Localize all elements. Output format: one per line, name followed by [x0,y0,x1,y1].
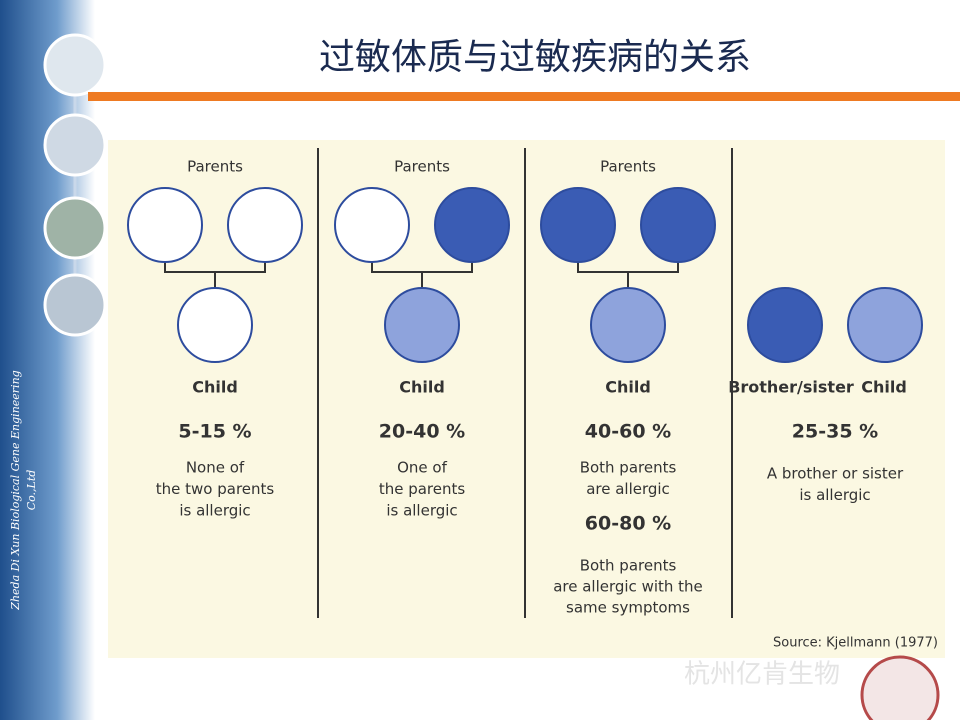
description: A brother or sister [767,465,904,483]
description: Both parents [580,557,677,575]
description: are allergic [586,480,670,498]
connector [164,262,266,288]
logo [860,655,940,724]
sidebar-thumbnails [43,33,107,337]
child-label: Child [399,378,445,397]
company-suffix: Co.,Ltd [25,470,38,511]
percent: 60-80 % [585,513,671,535]
description: same symptoms [566,599,690,617]
source: Source: Kjellmann (1977) [773,636,938,651]
person-circle [640,187,716,263]
sibling-label: Brother/sister [728,378,854,397]
child-label: Child [605,378,651,397]
percent: 40-60 % [585,421,671,443]
person-circle [434,187,510,263]
person-circle [384,287,460,363]
percent: 25-35 % [792,421,878,443]
description: is allergic [386,502,457,520]
person-circle [590,287,666,363]
child-label: Child [192,378,238,397]
description: the two parents [156,480,275,498]
title-rule [88,92,960,101]
parents-label: Parents [187,158,243,176]
company-name: Zheda Di Xun Biological Gene Engineering [9,370,22,610]
connector [577,262,679,288]
sidebar [0,0,95,720]
person-circle [540,187,616,263]
description: Both parents [580,459,677,477]
parents-label: Parents [394,158,450,176]
person-circle [747,287,823,363]
title: 过敏体质与过敏疾病的关系 [319,37,751,78]
columns: Parents Child 5-15 % None of the two parents… [127,158,923,617]
child-label: Child [861,378,907,397]
person-circle [227,187,303,263]
person-circle [847,287,923,363]
description: is allergic [179,502,250,520]
description: are allergic with the [553,578,703,596]
description: is allergic [799,486,870,504]
parents-label: Parents [600,158,656,176]
percent: 5-15 % [178,421,251,443]
person-circle [177,287,253,363]
description: the parents [379,480,466,498]
person-circle [127,187,203,263]
percent: 20-40 % [379,421,465,443]
watermark: 杭州亿肯生物 [684,660,840,690]
connector [371,262,473,288]
column-dividers [317,148,733,618]
description: One of [397,459,447,477]
description: None of [186,459,245,477]
person-circle [334,187,410,263]
